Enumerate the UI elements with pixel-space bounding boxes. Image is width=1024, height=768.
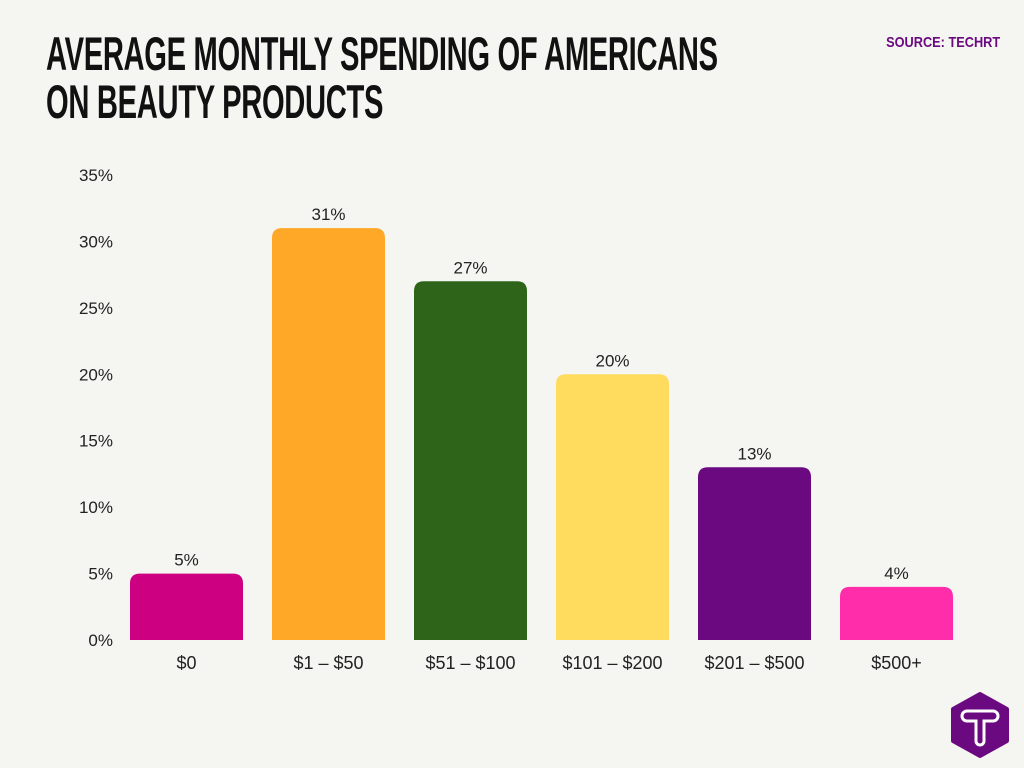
x-tick-label: $201 – $500 <box>704 653 804 673</box>
techrt-logo <box>951 692 1009 758</box>
x-tick-label: $500+ <box>871 653 922 673</box>
bar <box>130 573 243 640</box>
bar <box>840 586 953 640</box>
bar <box>556 374 669 640</box>
source-label: SOURCE: TECHRT <box>885 34 1000 51</box>
y-tick-label: 15% <box>79 432 113 451</box>
title-line-1: AVERAGE MONTHLY SPENDING OF AMERICANS <box>46 27 718 80</box>
data-label: 5% <box>174 551 199 570</box>
x-tick-label: $101 – $200 <box>562 653 662 673</box>
bar <box>272 228 385 640</box>
chart-title: AVERAGE MONTHLY SPENDING OF AMERICANS ON … <box>46 30 718 126</box>
data-label: 27% <box>453 258 487 277</box>
x-tick-label: $51 – $100 <box>425 653 515 673</box>
bar <box>698 467 811 640</box>
x-tick-label: $1 – $50 <box>293 653 363 673</box>
y-tick-label: 30% <box>79 232 113 251</box>
y-tick-label: 0% <box>88 631 113 650</box>
x-tick-label: $0 <box>176 653 196 673</box>
y-tick-label: 5% <box>88 565 113 584</box>
data-label: 31% <box>311 205 345 224</box>
y-tick-label: 25% <box>79 299 113 318</box>
y-tick-label: 35% <box>79 166 113 185</box>
title-line-2: ON BEAUTY PRODUCTS <box>46 75 384 128</box>
data-label: 4% <box>884 564 909 583</box>
data-label: 20% <box>595 351 629 370</box>
y-tick-label: 10% <box>79 498 113 517</box>
bar <box>414 281 527 640</box>
data-label: 13% <box>737 444 771 463</box>
y-tick-label: 20% <box>79 365 113 384</box>
